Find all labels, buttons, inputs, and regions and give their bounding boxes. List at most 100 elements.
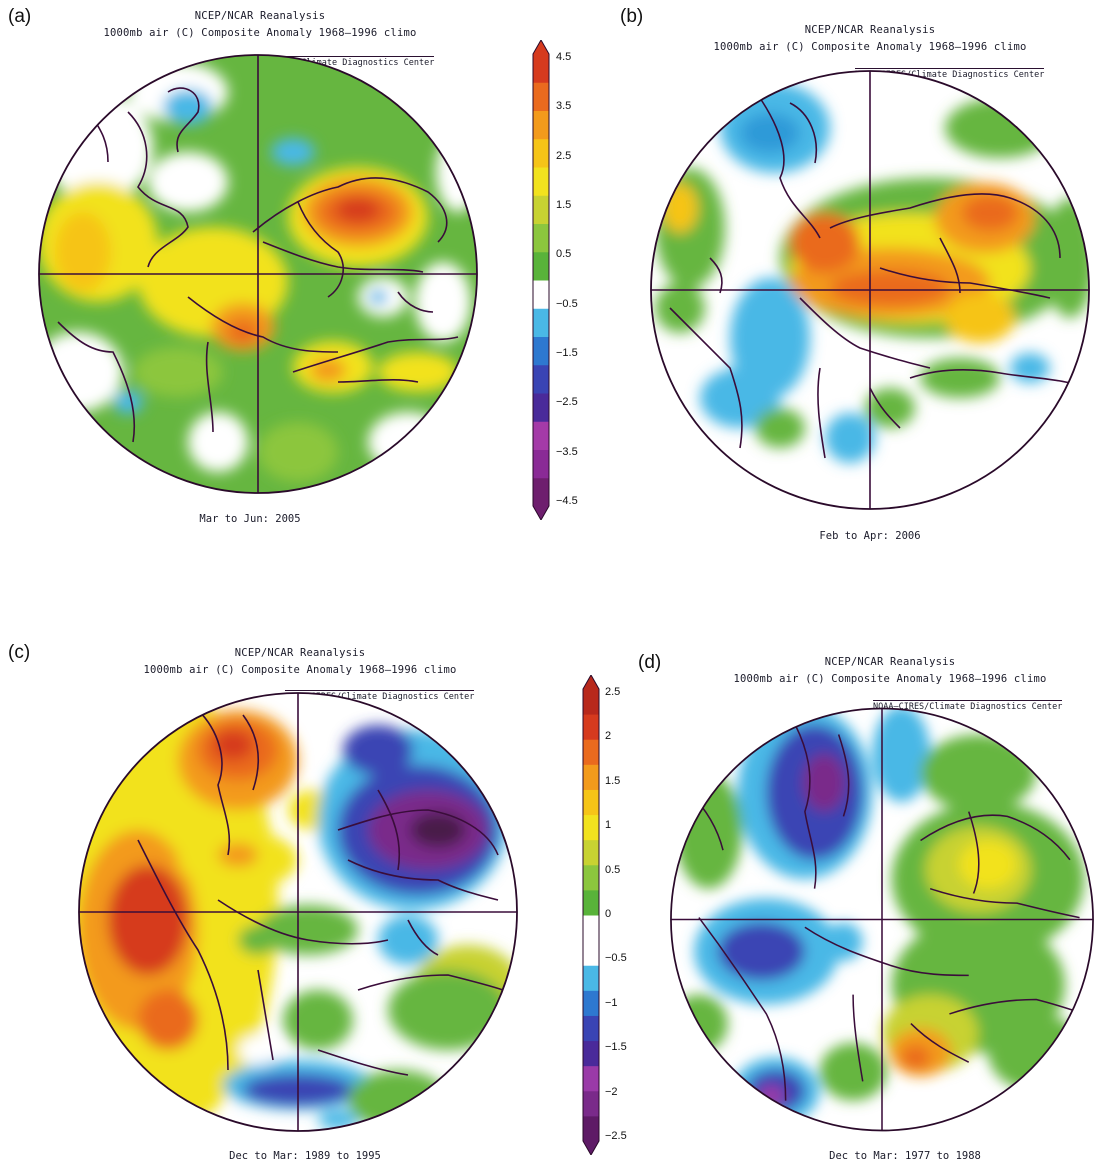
colorbar-segment	[533, 54, 549, 83]
colorbar-segment	[533, 393, 549, 422]
colorbar-segment	[533, 280, 549, 309]
colorbar-label: 0.5	[556, 248, 572, 261]
colorbar-label: −0.5	[556, 297, 578, 310]
panel-a-header: NCEP/NCAR Reanalysis 1000mb air (C) Comp…	[60, 8, 460, 42]
colorbar-segment	[583, 1065, 599, 1092]
panel-d-header-line2: 1000mb air (C) Composite Anomaly 1968–19…	[733, 673, 1047, 685]
panel-b-credit: NOAA–CIRES/Climate Diagnostics Center	[855, 68, 1045, 80]
colorbar-segment	[583, 689, 599, 715]
colorbar-label: 0.5	[605, 863, 621, 876]
panel-a-credit: NOAA–CIRES/Climate Diagnostics Center	[245, 56, 435, 68]
colorbar-label: −3.5	[556, 445, 578, 458]
colorbar-segment	[533, 308, 549, 337]
panel-d-period: Dec to Mar: 1977 to 1988	[829, 1150, 981, 1162]
panel-b-map-rim	[650, 70, 1090, 510]
panel-c-period: Dec to Mar: 1989 to 1995	[229, 1150, 381, 1162]
panel-c-credit: NOAA–CIRES/Climate Diagnostics Center	[285, 690, 475, 702]
colorbar-segment	[533, 110, 549, 140]
colorbar-label: 0	[605, 908, 612, 920]
colorbar-segment	[533, 336, 549, 366]
colorbar-label: 3.5	[556, 100, 572, 113]
panel-d-credit: NOAA–CIRES/Climate Diagnostics Center	[873, 700, 1063, 712]
colorbar-outline	[582, 675, 600, 1155]
panel-c-map-rim	[78, 692, 518, 1132]
colorbar-segment	[583, 940, 599, 966]
colorbar-segment	[583, 1015, 599, 1042]
colorbar-bottom-tip	[533, 506, 549, 520]
colorbar-label: 1.5	[605, 774, 621, 787]
panel-letter-b: (b)	[620, 6, 644, 27]
colorbar-segment	[583, 990, 599, 1016]
panel-letter-d: (d)	[638, 652, 662, 673]
panel-a-map-rim	[38, 54, 478, 494]
colorbar-segment	[583, 814, 599, 841]
panel-letter-c: (c)	[8, 642, 31, 663]
colorbar-segment	[533, 421, 549, 450]
colorbar-top-tip	[583, 675, 599, 689]
colorbar-segment	[583, 789, 599, 816]
panel-c-polar-map	[78, 692, 518, 1132]
panel-letter-a: (a)	[8, 6, 32, 27]
panel-d-coastlines	[688, 724, 1085, 1101]
panel-a-polar-map	[38, 54, 478, 494]
panel-d-header: NCEP/NCAR Reanalysis 1000mb air (C) Comp…	[685, 654, 1095, 688]
panel-c-header: NCEP/NCAR Reanalysis 1000mb air (C) Comp…	[100, 645, 500, 679]
colorbar-bottom-strip	[582, 675, 600, 1155]
colorbar-segment	[583, 864, 599, 891]
panel-a-anomaly-field	[39, 62, 477, 482]
colorbar-label: −1.5	[605, 1041, 627, 1054]
colorbar-segment	[583, 889, 599, 916]
colorbar-label: −4.5	[556, 495, 578, 507]
colorbar-segment	[533, 477, 549, 507]
panel-b-header-line2: 1000mb air (C) Composite Anomaly 1968–19…	[713, 41, 1027, 53]
colorbar-segment	[583, 1090, 599, 1117]
panel-d-map-rim	[670, 707, 1094, 1132]
colorbar-label: 2.5	[556, 149, 572, 162]
colorbar-segment	[583, 764, 599, 790]
colorbar-label: 1	[605, 819, 612, 832]
panel-c-coastlines	[137, 709, 504, 1076]
panel-a-header-line2: 1000mb air (C) Composite Anomaly 1968–19…	[103, 27, 417, 39]
panel-b-anomaly-field	[655, 83, 1089, 463]
panel-a-period: Mar to Jun: 2005	[199, 513, 301, 525]
panel-b-header: NCEP/NCAR Reanalysis 1000mb air (C) Comp…	[665, 22, 1075, 56]
panel-d-anomaly-field	[670, 708, 1085, 1125]
colorbar-label: 4.5	[556, 51, 572, 63]
panel-c-header-line1: NCEP/NCAR Reanalysis	[234, 647, 366, 659]
colorbar-segment	[583, 915, 599, 941]
panel-b-polar-map	[650, 70, 1090, 510]
colorbar-segment	[533, 167, 549, 196]
colorbar-segment	[533, 364, 549, 394]
colorbar-segment	[533, 138, 549, 168]
colorbar-segment	[583, 1115, 599, 1142]
colorbar-segment	[533, 251, 549, 281]
colorbar-top-strip	[532, 40, 550, 520]
panel-c-header-line2: 1000mb air (C) Composite Anomaly 1968–19…	[143, 664, 457, 676]
colorbar-segment	[583, 1040, 599, 1067]
panel-b-coastlines	[669, 97, 1071, 459]
colorbar-segment	[583, 714, 599, 740]
colorbar-label: 2	[605, 730, 612, 743]
colorbar-segment	[533, 195, 549, 224]
colorbar-label: 2.5	[605, 686, 621, 698]
colorbar-segment	[583, 739, 599, 765]
colorbar-segment	[533, 82, 549, 111]
colorbar-label: −1.5	[556, 347, 578, 359]
panel-d-polar-map	[670, 707, 1094, 1132]
colorbar-segment	[533, 449, 549, 479]
colorbar-segment	[583, 839, 599, 866]
colorbar-top-tip	[533, 40, 549, 54]
panel-a-header-line1: NCEP/NCAR Reanalysis	[194, 10, 326, 22]
colorbar-label: −2	[605, 1085, 618, 1098]
colorbar-segment	[583, 965, 599, 991]
colorbar-bottom-tip	[583, 1141, 599, 1155]
colorbar-segment	[533, 223, 549, 253]
colorbar-label: −0.5	[605, 952, 627, 965]
colorbar-label: −1	[605, 996, 618, 1009]
panel-d-header-line1: NCEP/NCAR Reanalysis	[824, 656, 956, 668]
colorbar-label: −2.5	[605, 1130, 627, 1142]
panel-b-header-line1: NCEP/NCAR Reanalysis	[804, 24, 936, 36]
colorbar-label: −2.5	[556, 396, 578, 409]
colorbar-label: 1.5	[556, 199, 572, 211]
colorbar-outline	[532, 40, 550, 520]
